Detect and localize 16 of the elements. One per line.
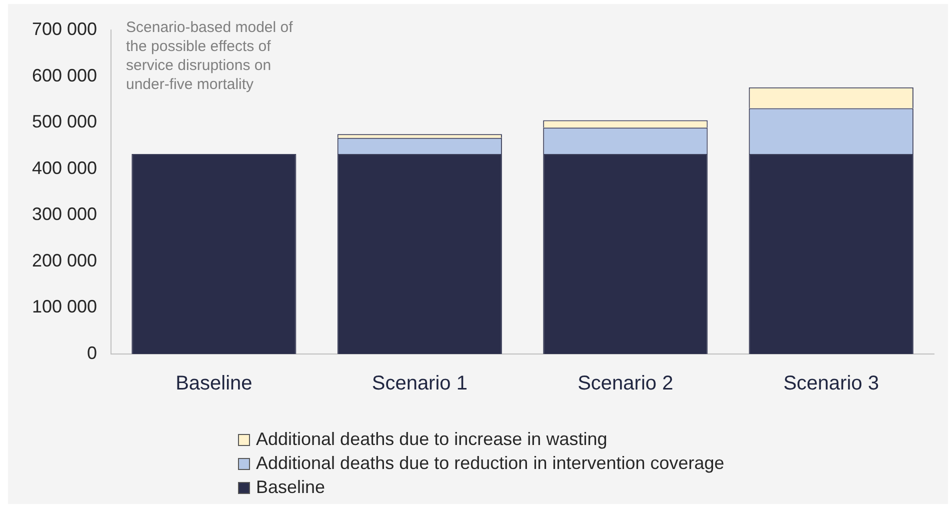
legend-label: Baseline bbox=[256, 476, 326, 497]
x-tick-label: Baseline bbox=[176, 372, 252, 395]
y-tick-label: 300 000 bbox=[32, 204, 98, 224]
legend-label: Additional deaths due to increase in wasting bbox=[256, 428, 608, 449]
y-tick-label: 0 bbox=[87, 342, 98, 363]
y-tick-label: 100 000 bbox=[32, 296, 98, 317]
x-tick-label: Scenario 3 bbox=[783, 372, 879, 395]
y-tick-label: 500 000 bbox=[32, 112, 98, 132]
y-tick-label: 700 000 bbox=[32, 18, 98, 39]
y-tick-label: 400 000 bbox=[32, 158, 98, 178]
legend-label: Additional deaths due to reduction in intervention coverage bbox=[256, 452, 724, 473]
x-tick-label: Scenario 2 bbox=[578, 372, 674, 395]
annotation: Scenario-based model of the possible effects of service disruptions on under-five mortality bbox=[126, 18, 294, 94]
x-tick-label: Scenario 1 bbox=[372, 372, 468, 395]
y-tick-label: 600 000 bbox=[32, 65, 98, 86]
y-tick-label: 200 000 bbox=[32, 250, 98, 270]
